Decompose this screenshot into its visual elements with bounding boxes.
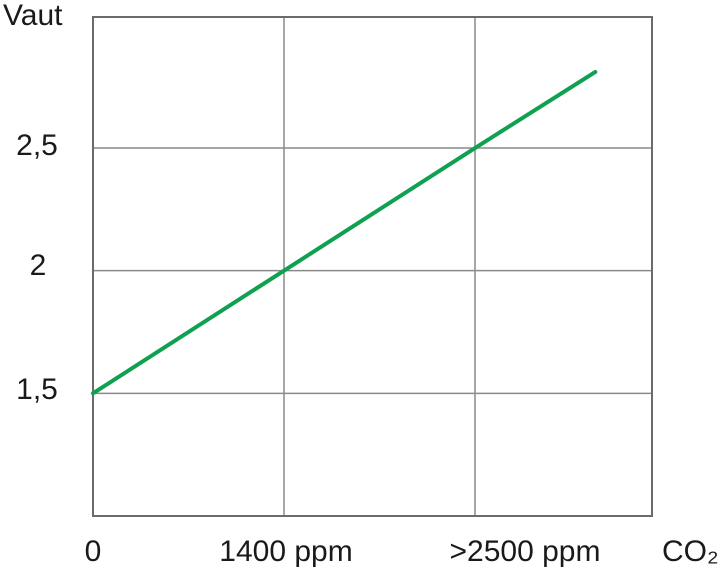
y-tick-label-2: 2: [29, 249, 47, 282]
x-tick-label-0: 0: [84, 535, 102, 568]
y-tick-label-2-5: 2,5: [16, 129, 58, 162]
x-axis-title: CO₂: [662, 535, 719, 568]
x-tick-label-1400ppm: 1400 ppm: [219, 535, 353, 568]
y-tick-label-1-5: 1,5: [16, 373, 58, 406]
y-axis-title: Vaut: [3, 0, 63, 32]
x-tick-label-2500ppm: >2500 ppm: [449, 535, 601, 568]
